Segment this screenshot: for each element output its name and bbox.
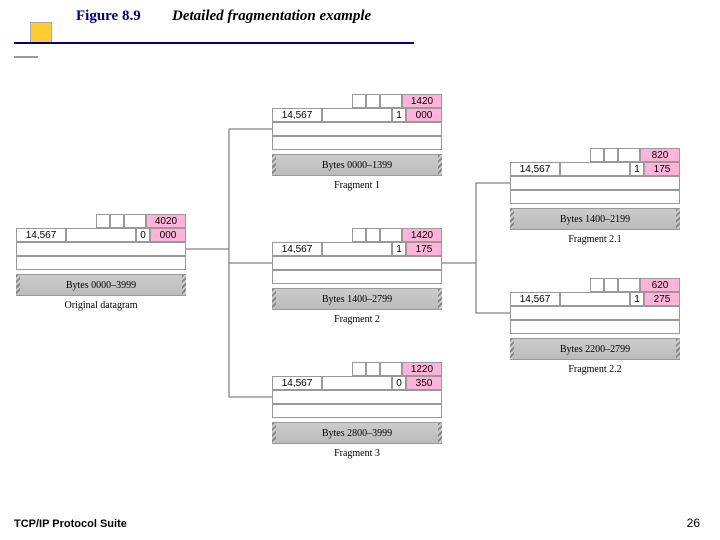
length-field: 1420 bbox=[402, 228, 442, 242]
id-field: 14,567 bbox=[510, 292, 560, 306]
data-bytes: Bytes 0000–1399 bbox=[272, 154, 442, 176]
length-field: 4020 bbox=[146, 214, 186, 228]
data-bytes: Bytes 0000–3999 bbox=[16, 274, 186, 296]
packet-caption: Fragment 2.2 bbox=[510, 364, 680, 375]
id-field: 14,567 bbox=[272, 242, 322, 256]
packet-frag2: 1420 14,567 1175 Bytes 1400–2799 Fragment 2 bbox=[272, 228, 442, 325]
offset-field: 175 bbox=[644, 162, 680, 176]
data-bytes: Bytes 1400–2199 bbox=[510, 208, 680, 230]
offset-field: 175 bbox=[406, 242, 442, 256]
page-number: 26 bbox=[687, 516, 700, 530]
packet-frag3: 1220 14,567 0350 Bytes 2800–3999 Fragment 3 bbox=[272, 362, 442, 459]
offset-field: 275 bbox=[644, 292, 680, 306]
figure-number: Figure 8.9 bbox=[76, 8, 141, 25]
id-field: 14,567 bbox=[16, 228, 66, 242]
decor-line bbox=[14, 42, 414, 44]
flag-field: 1 bbox=[630, 162, 644, 176]
length-field: 1420 bbox=[402, 94, 442, 108]
id-field: 14,567 bbox=[510, 162, 560, 176]
packet-caption: Fragment 2 bbox=[272, 314, 442, 325]
decor-line-short bbox=[14, 56, 38, 58]
flag-field: 0 bbox=[392, 376, 406, 390]
packet-frag21: 820 14,567 1175 Bytes 1400–2199 Fragment 2.1 bbox=[510, 148, 680, 245]
offset-field: 000 bbox=[406, 108, 442, 122]
packet-caption: Fragment 1 bbox=[272, 180, 442, 191]
data-bytes: Bytes 2800–3999 bbox=[272, 422, 442, 444]
packet-frag22: 620 14,567 1275 Bytes 2200–2799 Fragment 2.2 bbox=[510, 278, 680, 375]
flag-field: 1 bbox=[392, 242, 406, 256]
flag-field: 1 bbox=[630, 292, 644, 306]
offset-field: 000 bbox=[150, 228, 186, 242]
packet-caption: Fragment 3 bbox=[272, 448, 442, 459]
decor-square-icon bbox=[30, 22, 52, 44]
length-field: 820 bbox=[640, 148, 680, 162]
length-field: 1220 bbox=[402, 362, 442, 376]
packet-caption: Fragment 2.1 bbox=[510, 234, 680, 245]
data-bytes: Bytes 2200–2799 bbox=[510, 338, 680, 360]
offset-field: 350 bbox=[406, 376, 442, 390]
flag-field: 0 bbox=[136, 228, 150, 242]
footer-source: TCP/IP Protocol Suite bbox=[14, 518, 127, 530]
id-field: 14,567 bbox=[272, 108, 322, 122]
id-field: 14,567 bbox=[272, 376, 322, 390]
length-field: 620 bbox=[640, 278, 680, 292]
packet-original: 4020 14,567 0000 Bytes 0000–3999 Original da… bbox=[16, 214, 186, 311]
data-bytes: Bytes 1400–2799 bbox=[272, 288, 442, 310]
packet-frag1: 1420 14,567 1000 Bytes 0000–1399 Fragment 1 bbox=[272, 94, 442, 191]
flag-field: 1 bbox=[392, 108, 406, 122]
figure-title: Detailed fragmentation example bbox=[172, 8, 371, 25]
packet-caption: Original datagram bbox=[16, 300, 186, 311]
